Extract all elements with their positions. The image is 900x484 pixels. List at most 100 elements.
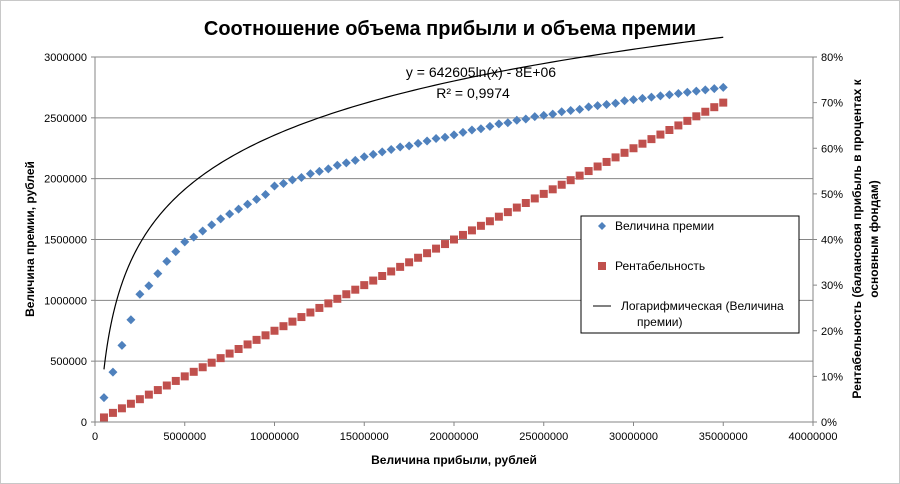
profitability-point bbox=[656, 130, 665, 139]
premium-point bbox=[287, 175, 297, 185]
x-tick-label: 35000000 bbox=[699, 431, 748, 443]
profitability-point bbox=[369, 276, 378, 285]
premium-point bbox=[404, 141, 414, 151]
profitability-point bbox=[423, 249, 432, 258]
y2-tick-label: 60% bbox=[821, 143, 843, 155]
x-tick-label: 15000000 bbox=[340, 431, 389, 443]
legend-marker-premium bbox=[598, 222, 606, 230]
profitability-point bbox=[719, 98, 728, 107]
profitability-point bbox=[99, 413, 108, 422]
profitability-point bbox=[665, 126, 674, 134]
premium-point bbox=[368, 149, 378, 159]
x-tick-label: 40000000 bbox=[789, 431, 838, 443]
profitability-point bbox=[692, 112, 701, 121]
premium-point bbox=[646, 92, 656, 102]
profitability-point bbox=[288, 317, 297, 326]
premium-point bbox=[207, 220, 217, 230]
premium-point bbox=[700, 85, 710, 95]
premium-point bbox=[413, 138, 423, 148]
premium-point bbox=[485, 121, 495, 131]
y2-tick-label: 50% bbox=[821, 189, 843, 201]
premium-point bbox=[476, 124, 486, 134]
profitability-point bbox=[243, 340, 252, 349]
premium-point bbox=[548, 109, 558, 119]
profitability-point bbox=[629, 144, 638, 153]
profitability-point bbox=[674, 121, 683, 130]
legend-label-trendline-2: премии) bbox=[637, 315, 683, 329]
profitability-point bbox=[117, 404, 126, 413]
profitability-point bbox=[683, 116, 692, 125]
profitability-point bbox=[620, 148, 629, 157]
y2-tick-label: 70% bbox=[821, 98, 843, 110]
premium-point bbox=[252, 194, 262, 204]
premium-point bbox=[171, 247, 181, 257]
ticks-layer: 0 500000 1000000 1500000 2000000 2500000 30000… bbox=[44, 52, 843, 443]
premium-point bbox=[440, 132, 450, 142]
profitability-point bbox=[530, 194, 539, 203]
premium-point bbox=[323, 164, 333, 174]
premium-point bbox=[530, 112, 540, 122]
profitability-point bbox=[566, 176, 575, 185]
y2-axis-title-line1: Рентабельность (балансовая прибыль в про… bbox=[850, 78, 864, 398]
premium-point bbox=[180, 237, 190, 247]
premium-point bbox=[512, 115, 522, 125]
premium-point bbox=[189, 232, 199, 242]
x-tick-label: 10000000 bbox=[250, 431, 299, 443]
profitability-point bbox=[521, 199, 530, 207]
y-tick-label: 2000000 bbox=[44, 174, 87, 186]
legend-label-trendline-1: Логарифмическая (Величина bbox=[621, 299, 784, 313]
premium-point bbox=[261, 189, 271, 199]
profitability-point bbox=[225, 349, 234, 358]
legend-label-premium: Величина премии bbox=[615, 219, 714, 233]
profitability-point bbox=[512, 203, 521, 212]
premium-point bbox=[557, 107, 567, 117]
premium-point bbox=[296, 172, 306, 182]
y-tick-label: 1500000 bbox=[44, 235, 87, 247]
profitability-point bbox=[261, 331, 270, 340]
premium-point bbox=[593, 101, 603, 111]
y-tick-label: 2500000 bbox=[44, 113, 87, 125]
profitability-point bbox=[387, 267, 396, 276]
chart-title: Соотношение объема прибыли и объема прем… bbox=[204, 18, 696, 40]
premium-point bbox=[503, 118, 513, 128]
premium-point bbox=[341, 158, 351, 168]
premium-point bbox=[135, 289, 145, 299]
profitability-point bbox=[135, 395, 144, 404]
profitability-point bbox=[584, 167, 593, 176]
premium-point bbox=[431, 134, 441, 144]
profitability-point bbox=[216, 354, 225, 363]
x-tick-label: 20000000 bbox=[430, 431, 479, 443]
profitability-point bbox=[189, 367, 198, 376]
premium-point bbox=[655, 91, 665, 101]
premium-point bbox=[198, 226, 208, 236]
premium-point bbox=[153, 269, 163, 279]
premium-point bbox=[377, 147, 387, 157]
profitability-point bbox=[450, 235, 458, 244]
y-tick-label: 1000000 bbox=[44, 295, 87, 307]
legend-marker-profitability bbox=[598, 262, 606, 270]
profitability-point bbox=[647, 135, 656, 144]
premium-point bbox=[449, 130, 459, 140]
premium-point bbox=[458, 127, 468, 137]
profitability-point bbox=[153, 386, 162, 395]
premium-point bbox=[673, 89, 683, 98]
profitability-point bbox=[557, 180, 566, 189]
premium-point bbox=[225, 209, 235, 219]
profitability-point bbox=[207, 358, 216, 367]
profitability-point bbox=[593, 162, 602, 171]
premium-point bbox=[234, 204, 244, 214]
profitability-point bbox=[458, 230, 467, 239]
profitability-point bbox=[575, 171, 584, 180]
profitability-point bbox=[315, 303, 324, 312]
premium-point bbox=[620, 96, 630, 106]
profitability-point bbox=[494, 212, 503, 221]
y2-axis-title-line2: основным фондам) bbox=[867, 180, 881, 298]
premium-point bbox=[467, 125, 477, 135]
premium-point bbox=[566, 106, 576, 116]
profitability-point bbox=[360, 281, 369, 290]
premium-point bbox=[117, 340, 127, 350]
profitability-point bbox=[234, 345, 243, 353]
premium-point bbox=[521, 114, 531, 124]
legend-label-profitability: Рентабельность bbox=[615, 259, 705, 273]
